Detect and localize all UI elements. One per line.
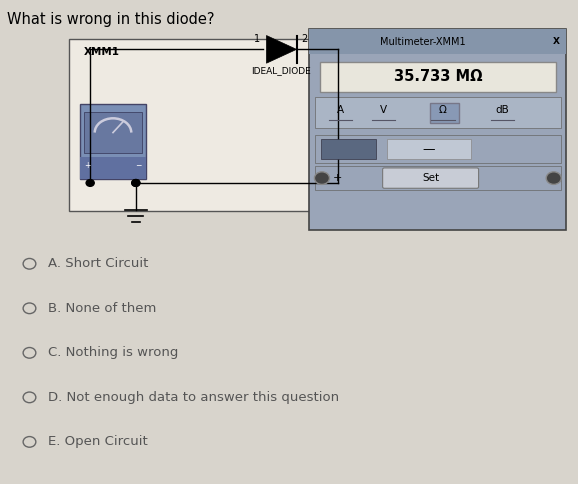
- Text: +: +: [332, 173, 342, 183]
- FancyBboxPatch shape: [315, 135, 561, 163]
- Circle shape: [23, 303, 36, 314]
- Circle shape: [23, 437, 36, 447]
- FancyBboxPatch shape: [84, 112, 142, 153]
- Circle shape: [23, 258, 36, 269]
- Text: 35.733 MΩ: 35.733 MΩ: [394, 70, 482, 84]
- Text: Set: Set: [422, 173, 439, 183]
- Text: V: V: [380, 105, 387, 115]
- Text: 2: 2: [301, 33, 307, 44]
- FancyBboxPatch shape: [430, 103, 459, 123]
- Text: 1: 1: [254, 33, 260, 44]
- Text: X: X: [553, 37, 560, 46]
- Text: Multimeter-XMM1: Multimeter-XMM1: [380, 37, 465, 46]
- Circle shape: [132, 180, 140, 186]
- FancyBboxPatch shape: [321, 139, 376, 159]
- Circle shape: [546, 172, 561, 184]
- Text: dB: dB: [495, 105, 509, 115]
- Text: E. Open Circuit: E. Open Circuit: [48, 436, 148, 448]
- Circle shape: [314, 172, 329, 184]
- Text: D. Not enough data to answer this question: D. Not enough data to answer this questi…: [48, 391, 339, 404]
- Text: −: −: [135, 161, 142, 170]
- Circle shape: [132, 180, 140, 186]
- Text: A. Short Circuit: A. Short Circuit: [48, 257, 149, 270]
- Text: B. None of them: B. None of them: [48, 302, 156, 315]
- Circle shape: [23, 348, 36, 358]
- FancyBboxPatch shape: [80, 157, 146, 179]
- Text: Ω: Ω: [439, 105, 447, 115]
- FancyBboxPatch shape: [320, 62, 556, 92]
- FancyBboxPatch shape: [383, 168, 479, 188]
- FancyBboxPatch shape: [309, 29, 566, 54]
- Text: C. Nothing is wrong: C. Nothing is wrong: [48, 347, 179, 359]
- Text: XMM1: XMM1: [84, 47, 120, 58]
- Circle shape: [86, 180, 94, 186]
- FancyBboxPatch shape: [80, 104, 146, 179]
- Text: A: A: [336, 105, 344, 115]
- Text: What is wrong in this diode?: What is wrong in this diode?: [7, 12, 214, 27]
- FancyBboxPatch shape: [315, 166, 561, 190]
- Circle shape: [23, 392, 36, 403]
- Text: −: −: [547, 173, 557, 183]
- FancyBboxPatch shape: [315, 97, 561, 128]
- Text: +: +: [84, 161, 91, 170]
- FancyBboxPatch shape: [387, 139, 471, 159]
- Polygon shape: [266, 35, 297, 63]
- FancyBboxPatch shape: [309, 29, 566, 230]
- FancyBboxPatch shape: [69, 39, 347, 211]
- Text: —: —: [423, 143, 435, 155]
- Text: IDEAL_DIODE: IDEAL_DIODE: [251, 66, 312, 75]
